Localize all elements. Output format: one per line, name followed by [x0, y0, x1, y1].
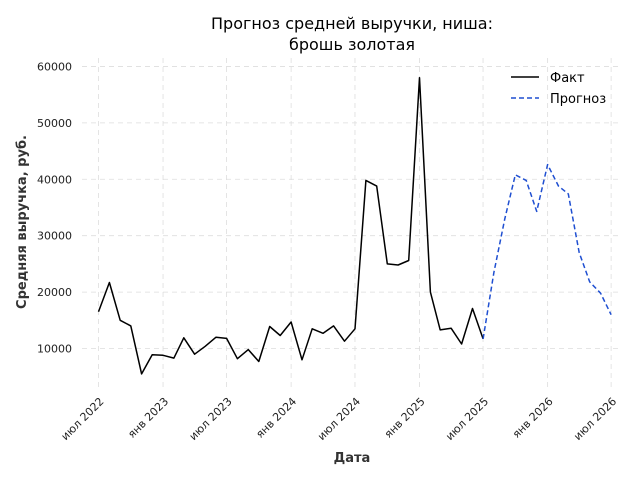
x-tick-label: янв 2024 — [253, 395, 299, 441]
x-tick-label: июл 2026 — [571, 395, 619, 443]
y-axis-label: Средняя выручка, руб. — [15, 135, 30, 309]
chart-title-line-2: брошь золотая — [289, 35, 415, 54]
y-tick-label: 60000 — [37, 60, 72, 73]
x-axis-label: Дата — [334, 451, 371, 466]
grid — [82, 58, 622, 388]
legend-label-fact: Факт — [550, 71, 585, 86]
legend-label-forecast: Прогноз — [550, 92, 606, 107]
x-tick-label: июл 2025 — [443, 395, 491, 443]
x-tick-label: янв 2023 — [125, 395, 171, 441]
x-tick-label: янв 2026 — [510, 395, 556, 441]
x-tick-labels: июл 2022 янв 2023 июл 2023 янв 2024 июл 2024… — [59, 395, 620, 443]
x-tick-label: июл 2022 — [59, 395, 107, 443]
y-tick-label: 40000 — [37, 173, 72, 186]
x-tick-label: июл 2023 — [187, 395, 235, 443]
series-line-forecast — [482, 163, 612, 340]
y-tick-label: 10000 — [37, 343, 72, 356]
y-tick-label: 20000 — [37, 286, 72, 299]
series-line-fact — [97, 76, 484, 375]
y-tick-label: 50000 — [37, 117, 72, 130]
y-tick-label: 30000 — [37, 230, 72, 243]
series-group — [97, 76, 612, 375]
x-tick-label: янв 2025 — [382, 395, 428, 441]
y-tick-labels: 10000 20000 30000 40000 50000 60000 — [37, 60, 72, 355]
chart-title-line-1: Прогноз средней выручки, ниша: — [211, 14, 493, 33]
legend: Факт Прогноз — [511, 71, 606, 107]
x-tick-label: июл 2024 — [315, 395, 363, 443]
